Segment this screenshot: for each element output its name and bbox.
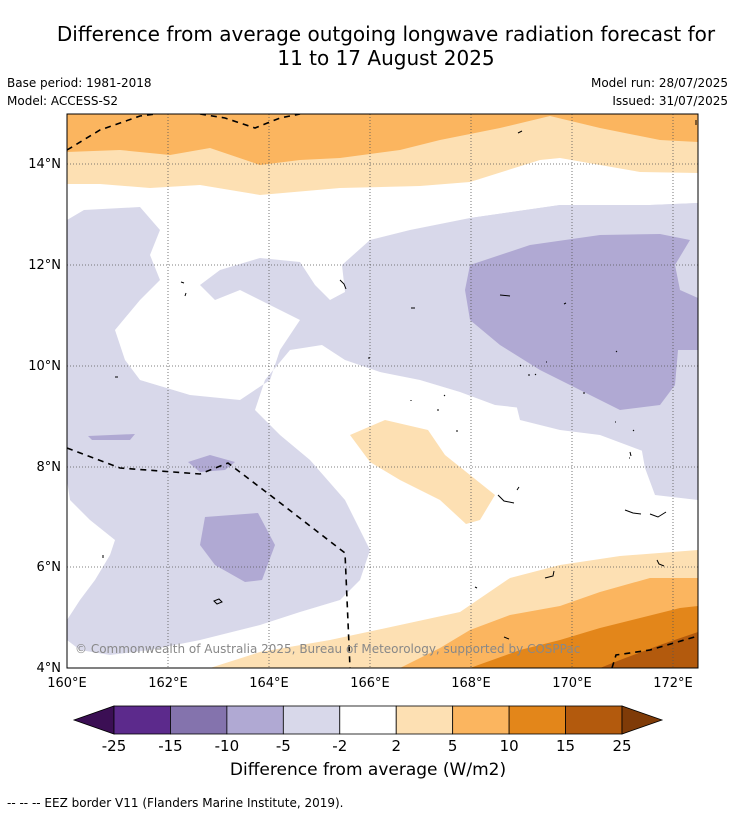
- colorbar-swatch: [170, 705, 228, 735]
- y-tick-label: 14°N: [28, 157, 61, 172]
- eez-footnote: -- -- -- EEZ border V11 (Flanders Marine…: [7, 796, 344, 810]
- y-axis-ticks: 14°N 12°N 10°N 8°N 6°N 4°N: [28, 157, 61, 676]
- map-frame: [66, 113, 699, 669]
- colorbar-tick-label: 5: [448, 737, 458, 755]
- colorbar-swatch: [565, 705, 623, 735]
- colorbar-extend-low: [72, 705, 115, 735]
- colorbar-tick-label: -5: [276, 737, 291, 755]
- contour-positive-light-centre: [350, 420, 495, 524]
- colorbar-swatch: [395, 705, 454, 735]
- x-axis-ticks: 160°E 162°E 164°E 166°E 168°E 170°E 172°…: [47, 676, 693, 691]
- colorbar-tick-label: -10: [215, 737, 240, 755]
- y-tick-label: 8°N: [37, 460, 62, 475]
- colorbar-tick-label: 25: [612, 737, 631, 755]
- title-line-1: Difference from average outgoing longwav…: [56, 22, 716, 46]
- meta-left: Base period: 1981-2018 Model: ACCESS-S2: [7, 74, 152, 110]
- contour-negative-mid-small: [188, 455, 235, 472]
- colorbar-swatch: [508, 705, 566, 735]
- colorbar-tick-label: -15: [158, 737, 183, 755]
- colorbar-swatch: [339, 705, 397, 735]
- eez-borders: [67, 114, 698, 668]
- model-name: Model: ACCESS-S2: [7, 94, 119, 108]
- map-plot-area: [67, 114, 698, 668]
- x-tick-label: 162°E: [148, 676, 188, 691]
- title-line-2: 11 to 17 August 2025: [277, 46, 495, 70]
- x-tick-label: 170°E: [552, 676, 592, 691]
- colorbar: -25 -15 -10 -5 -2 2 5 10 15 25: [72, 705, 664, 755]
- y-tick-label: 10°N: [28, 359, 61, 374]
- y-tick-label: 6°N: [37, 560, 62, 575]
- colorbar-label: Difference from average (W/m2): [229, 760, 507, 780]
- gridlines: [67, 114, 698, 668]
- base-period: Base period: 1981-2018: [7, 76, 152, 90]
- copyright-text: © Commonwealth of Australia 2025, Bureau…: [75, 642, 580, 656]
- x-tick-label: 168°E: [451, 676, 491, 691]
- x-tick-label: 164°E: [249, 676, 289, 691]
- colorbar-tick-label: 10: [500, 737, 519, 755]
- colorbar-swatch: [282, 705, 341, 735]
- colorbar-tick-label: 15: [556, 737, 575, 755]
- meta-right: Model run: 28/07/2025 Issued: 31/07/2025: [591, 74, 728, 110]
- issued-date: Issued: 31/07/2025: [612, 94, 728, 108]
- contour-negative-mid-thin: [88, 434, 135, 440]
- contour-positive-mid-top: [67, 114, 698, 165]
- colorbar-extend-high: [621, 705, 664, 735]
- model-run: Model run: 28/07/2025: [590, 76, 728, 90]
- colorbar-tick-label: 2: [391, 737, 401, 755]
- x-tick-label: 166°E: [350, 676, 390, 691]
- colorbar-swatch: [113, 705, 171, 735]
- colorbar-tick-label: -2: [332, 737, 347, 755]
- x-tick-label: 160°E: [47, 676, 87, 691]
- colorbar-swatch: [226, 705, 284, 735]
- colorbar-tick-label: -25: [102, 737, 127, 755]
- colorbar-swatch: [452, 705, 510, 735]
- y-tick-label: 4°N: [37, 661, 62, 676]
- islands: [102, 120, 697, 640]
- x-tick-label: 172°E: [653, 676, 693, 691]
- contour-negative-mid-southwest: [200, 513, 275, 582]
- contour-negative-mid-east: [465, 234, 698, 410]
- y-tick-label: 12°N: [28, 258, 61, 273]
- chart-title: Difference from average outgoing longwav…: [0, 22, 736, 70]
